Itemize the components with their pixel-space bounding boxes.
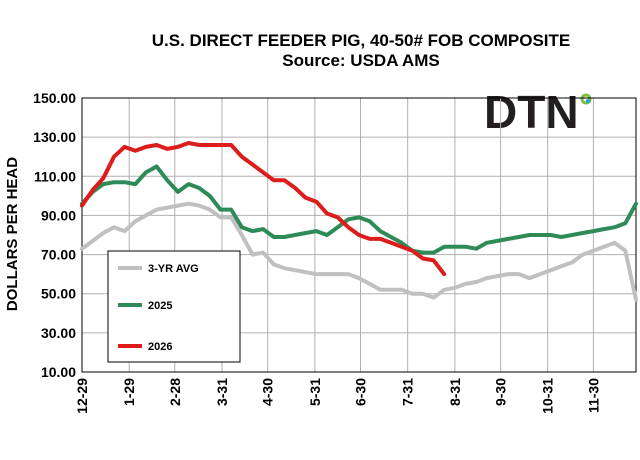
x-tick-label: 2-28 xyxy=(167,378,183,406)
logo-text: DTN xyxy=(484,86,579,138)
x-tick-label: 4-30 xyxy=(260,378,276,406)
x-tick-label: 8-31 xyxy=(447,378,463,406)
y-axis-label: DOLLARS PER HEAD xyxy=(4,157,21,311)
x-tick-label: 5-31 xyxy=(307,378,323,406)
legend-label-3yr: 3-YR AVG xyxy=(148,263,199,275)
logo-dot-green xyxy=(580,93,592,105)
legend: 3-YR AVG 2025 2026 xyxy=(107,250,241,363)
x-ticks: 12-29 1-29 2-28 3-31 4-30 5-31 6-30 7-31 8-31 9-3… xyxy=(74,378,601,414)
x-tick-label: 3-31 xyxy=(214,378,230,406)
x-tick-label: 6-30 xyxy=(352,378,368,406)
series-line-2025 xyxy=(80,164,638,255)
legend-label-2026: 2026 xyxy=(148,341,172,353)
dtn-logo: DTN xyxy=(484,86,592,138)
y-tick-label: 110.00 xyxy=(34,168,76,184)
y-tick-label: 130.00 xyxy=(33,129,76,145)
plot-area-border xyxy=(81,97,637,373)
series-line-3yr-avg xyxy=(80,201,638,302)
series-group xyxy=(80,141,638,302)
x-tick-label: 7-31 xyxy=(400,378,416,406)
y-tick-label: 70.00 xyxy=(41,247,76,263)
x-tick-label: 1-29 xyxy=(121,378,137,406)
x-tick-label: 12-29 xyxy=(74,378,90,414)
y-tick-label: 30.00 xyxy=(41,325,76,341)
y-ticks: 150.00 130.00 110.00 90.00 70.00 50.00 30.00 10… xyxy=(33,90,76,380)
legend-label-2025: 2025 xyxy=(148,300,172,312)
x-tick-label: 9-30 xyxy=(493,378,509,406)
x-tick-label: 11-30 xyxy=(585,378,601,413)
y-tick-label: 50.00 xyxy=(41,286,76,302)
x-tick-label: 10-31 xyxy=(540,378,556,414)
logo-dot-blue xyxy=(586,99,590,103)
chart-subtitle: Source: USDA AMS xyxy=(282,51,439,70)
y-tick-label: 10.00 xyxy=(41,364,76,380)
series-line-2026 xyxy=(80,141,447,277)
y-tick-label: 150.00 xyxy=(33,90,76,106)
y-tick-label: 90.00 xyxy=(41,207,76,223)
chart-title: U.S. DIRECT FEEDER PIG, 40-50# FOB COMPO… xyxy=(152,31,570,50)
